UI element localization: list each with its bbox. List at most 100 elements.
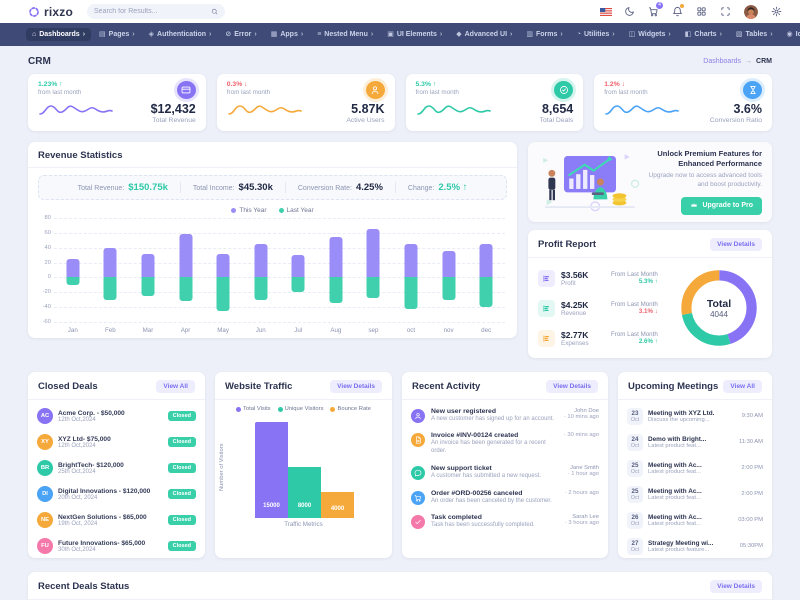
this-year-bar [442, 251, 456, 278]
nav-item-apps[interactable]: ▦ Apps › [265, 28, 309, 41]
legend-item-bounce-rate[interactable]: Bounce Rate [330, 406, 371, 412]
activity-row[interactable]: New user registered A new customer has si… [411, 403, 599, 428]
activity-title: Task completed [431, 514, 482, 522]
notification-dot [680, 4, 684, 8]
nav-item-widgets[interactable]: ◫ Widgets › [623, 28, 677, 41]
donut-slice-profit [681, 270, 757, 346]
closed-deal-row[interactable]: DI Digital Innovations - $120,000 20th Oct… [37, 481, 196, 507]
activity-row[interactable]: Task completed Task has been successfully… [411, 510, 599, 535]
us-flag-icon[interactable] [600, 6, 612, 17]
nav-item-nested-menu[interactable]: ≡ Nested Menu › [311, 28, 379, 41]
closed-deals-view-all-button[interactable]: View All [156, 380, 195, 393]
deal-avatar: AC [37, 408, 53, 424]
kpi-sparkline [416, 99, 492, 124]
user-icon [411, 408, 425, 423]
brand-logo[interactable]: rixzo [28, 5, 73, 19]
nav-item-charts[interactable]: ◧ Charts › [679, 28, 728, 41]
meeting-row[interactable]: 27 Oct Strategy Meeting wi... Latest produc… [627, 533, 763, 558]
y-tick-label: 20 [44, 259, 51, 266]
legend-item-unique-visitors[interactable]: Unique Visitors [277, 406, 323, 412]
chevron-right-icon: › [300, 31, 304, 38]
x-tick-label: Jun [255, 327, 266, 334]
bar-column-nov: nov [430, 218, 468, 334]
legend-item-last-year[interactable]: Last Year [278, 207, 314, 214]
activity-row[interactable]: Invoice #INV-00124 created An invoice has… [411, 428, 599, 461]
gear-icon[interactable] [771, 6, 782, 17]
meeting-title: Meeting with Ac... [648, 513, 702, 521]
fullscreen-icon[interactable] [720, 6, 731, 17]
profit-label: Profit [561, 279, 576, 287]
meeting-row[interactable]: 26 Oct Meeting with Ac... Latest product fe… [627, 507, 763, 533]
nav-item-icons[interactable]: ◉Icons› [781, 28, 800, 41]
nav-item-utilities[interactable]: ◔ Utilities › [571, 28, 621, 41]
breadcrumb-link-dashboards[interactable]: Dashboards [703, 57, 742, 65]
last-year-bar [216, 277, 230, 311]
kpi-period: from last month [604, 89, 648, 96]
y-tick-label: -40 [42, 304, 51, 311]
home-icon: ⌂ [32, 31, 37, 38]
nav-item-forms[interactable]: ▥ Forms › [520, 28, 568, 41]
closed-deal-row[interactable]: XY XYZ Ltd- $75,000 12th Oct,2024 Closed [37, 429, 196, 455]
nav-item-error[interactable]: ⊘ Error › [219, 28, 262, 41]
deals-table-view-details-button[interactable]: View Details [710, 580, 762, 593]
search-input[interactable] [94, 8, 212, 15]
nav-item-tables[interactable]: ▧ Tables › [730, 28, 779, 41]
bell-icon[interactable] [672, 4, 684, 17]
meeting-row[interactable]: 23 Oct Meeting with XYZ Ltd. Discuss the up… [627, 403, 763, 429]
closed-deal-row[interactable]: AC Acme Corp. - $50,000 12th Oct,2024 Close… [37, 403, 196, 429]
cart-icon[interactable]: 4 [648, 2, 663, 17]
nav-item-ui-elements[interactable]: ▣ UI Elements › [381, 28, 448, 41]
profit-report-card: Profit Report View Details $3.56K Profit F… [528, 230, 772, 358]
activity-user: Sarah Lee [572, 514, 599, 521]
lock-icon: ◈ [148, 31, 155, 38]
x-tick-label: Jul [294, 327, 303, 334]
meeting-month: Oct [630, 416, 640, 423]
donut-slice-revenue [681, 270, 757, 346]
global-search[interactable] [87, 4, 226, 19]
check-icon [411, 515, 425, 530]
search-icon[interactable] [211, 8, 218, 15]
moon-icon[interactable] [624, 6, 635, 17]
closed-deal-row[interactable]: NE NextGen Solutions - $65,000 19th Oct, 2… [37, 507, 196, 533]
profit-row-side: From Last Month 3.1% ↓ [611, 301, 658, 315]
bar-column-dec: dec [467, 218, 505, 334]
meeting-row[interactable]: 24 Oct Demo with Bright... Latest product f… [627, 429, 763, 455]
meeting-title: Meeting with Ac... [648, 487, 702, 495]
traffic-bar-bounce-rate: 4000 [321, 492, 354, 518]
activity-side: · 30 mins ago [564, 432, 599, 438]
closed-deal-row[interactable]: BR BrightTech- $120,000 25th Oct,2024 Close… [37, 455, 196, 481]
nav-item-pages[interactable]: ▤ Pages › [93, 28, 141, 41]
user-avatar[interactable] [744, 4, 758, 19]
meeting-row[interactable]: 25 Oct Meeting with Ac... Latest product fe… [627, 455, 763, 481]
closed-deal-row[interactable]: FU Future Innovations- $65,000 30th Oct,20… [37, 533, 196, 558]
meeting-row[interactable]: 25 Oct Meeting with Ac... Latest product fe… [627, 481, 763, 507]
activity-view-details-button[interactable]: View Details [546, 380, 598, 393]
legend-item-this-year[interactable]: This Year [231, 207, 267, 214]
profit-row-main: $4.25K Revenue [561, 300, 605, 317]
y-tick-label: -20 [42, 289, 51, 296]
activity-row[interactable]: New support ticket A customer has submitt… [411, 460, 599, 485]
profit-note: From Last Month [611, 301, 658, 308]
deal-avatar: NE [37, 512, 53, 528]
meetings-view-all-button[interactable]: View All [723, 380, 762, 393]
last-year-bar [479, 277, 493, 308]
chevron-right-icon: › [370, 31, 374, 38]
y-tick-label: 80 [44, 215, 51, 221]
legend-item-total-visits[interactable]: Total Visits [235, 406, 271, 412]
revenue-bar-chart: 80 60 40 20 0 -20 -40 -60 Jan Feb Mar Apr May Jun Jul A… [43, 215, 505, 336]
activity-row[interactable]: Order #ORD-00256 canceled An order has be… [411, 485, 599, 510]
activity-description: Task has been successfully completed. [431, 522, 535, 529]
nav-item-authentication[interactable]: ◈ Authentication › [143, 28, 218, 41]
nav-item-advanced-ui[interactable]: ◆ Advanced UI › [450, 28, 518, 41]
this-year-bar [141, 253, 155, 278]
tables-icon: ▧ [735, 31, 743, 38]
profit-view-details-button[interactable]: View Details [710, 238, 762, 251]
activity-title: New user registered [431, 407, 496, 415]
upgrade-to-pro-button[interactable]: Upgrade to Pro [681, 196, 762, 215]
meeting-time: 03:00 PM [738, 517, 763, 523]
nav-item-dashboards[interactable]: ⌂ Dashboards › [26, 28, 92, 41]
traffic-view-details-button[interactable]: View Details [330, 380, 382, 393]
nav-item-label: Advanced UI [464, 31, 508, 38]
grid-icon[interactable] [696, 6, 707, 17]
last-year-bar [66, 277, 80, 285]
